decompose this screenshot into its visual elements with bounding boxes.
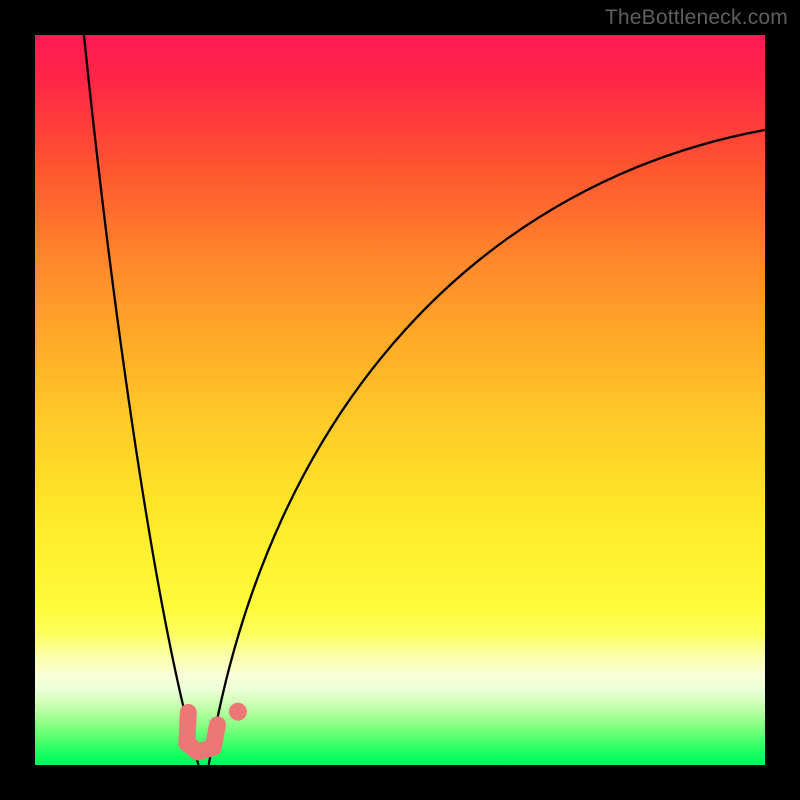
- plot-area: [35, 35, 765, 765]
- marker-group: [187, 703, 247, 752]
- watermark-text: TheBottleneck.com: [605, 6, 788, 30]
- curve-group: [84, 35, 765, 765]
- right-curve: [209, 130, 765, 765]
- frame: TheBottleneck.com: [0, 0, 800, 800]
- left-curve: [84, 35, 199, 765]
- marker-stroke: [187, 712, 218, 751]
- marker-dot: [229, 703, 247, 721]
- plot-svg: [35, 35, 765, 765]
